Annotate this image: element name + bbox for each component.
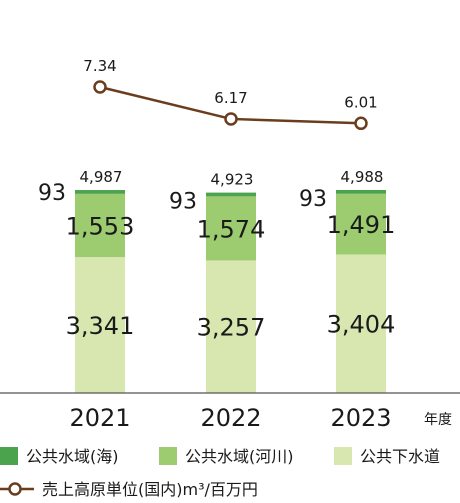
- label-sewer-2021: 3,341: [66, 312, 135, 340]
- bar-sewer-2022: [206, 260, 256, 393]
- x-unit-label: 年度: [424, 412, 452, 428]
- bar-sea-2021: [75, 190, 125, 194]
- legend-label-sea: 公共水域(海): [26, 447, 119, 466]
- x-tick-2021: 2021: [69, 404, 130, 432]
- bar-river-2023: [336, 193, 386, 255]
- legend: 公共水域(海) 公共水域(河川) 公共下水道 売上高原単位(国内)m³/百万円: [0, 447, 440, 499]
- line-label-2021: 7.34: [83, 57, 116, 75]
- line-label-2023: 6.01: [344, 93, 377, 111]
- x-tick-labels: 2021 2022 2023: [69, 404, 391, 432]
- line-point-2022: [224, 112, 238, 126]
- label-river-2021: 1,553: [66, 212, 135, 240]
- legend-label-sewer: 公共下水道: [360, 447, 440, 466]
- legend-swatch-sewer: [334, 447, 352, 465]
- legend-swatch-sea: [0, 447, 18, 465]
- bar-river-2021: [75, 193, 125, 258]
- label-sea-2023: 93: [299, 187, 327, 212]
- line-label-2022: 6.17: [214, 89, 247, 107]
- label-total-2021: 4,987: [80, 168, 123, 186]
- line-point-2023: [354, 116, 368, 131]
- label-total-2022: 4,923: [211, 171, 254, 189]
- bar-sea-2022: [206, 192, 256, 197]
- label-sewer-2023: 3,404: [327, 311, 396, 339]
- bar-sewer-2021: [75, 257, 125, 393]
- legend-label-river: 公共水域(河川): [185, 447, 294, 466]
- label-sewer-2022: 3,257: [197, 314, 266, 342]
- legend-label-line: 売上高原単位(国内)m³/百万円: [42, 480, 258, 499]
- label-total-2023: 4,988: [341, 168, 384, 186]
- label-sea-2022: 93: [169, 190, 197, 215]
- bar-sewer-2023: [336, 254, 386, 393]
- label-river-2022: 1,574: [197, 215, 266, 243]
- bar-sea-2023: [336, 189, 386, 194]
- bar-river-2022: [206, 196, 256, 261]
- x-tick-2022: 2022: [200, 404, 261, 432]
- x-tick-2023: 2023: [330, 404, 391, 432]
- bars-group: 3,3411,553934,9873,2571,574934,9233,4041…: [38, 168, 395, 393]
- line-point-2021: [93, 80, 107, 94]
- line-series: 7.34 6.17 6.01: [83, 57, 378, 131]
- legend-line-marker: [8, 482, 22, 496]
- label-sea-2021: 93: [38, 181, 66, 206]
- legend-swatch-river: [159, 447, 177, 465]
- label-river-2023: 1,491: [327, 211, 396, 239]
